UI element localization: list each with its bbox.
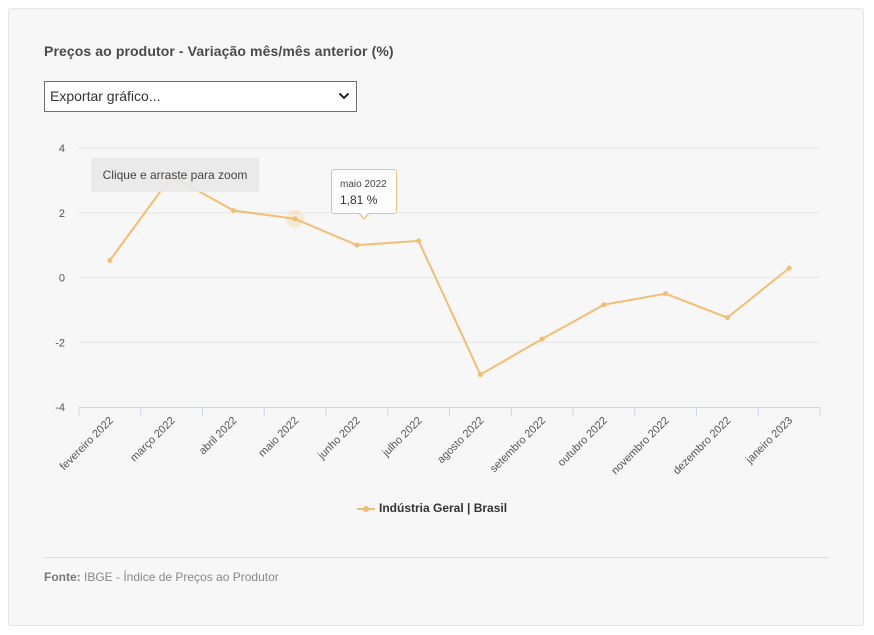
x-tick-label: fevereiro 2022 xyxy=(58,415,116,473)
data-point[interactable] xyxy=(292,216,298,222)
data-point[interactable] xyxy=(107,257,113,263)
y-tick-label: -2 xyxy=(55,337,65,349)
data-point[interactable] xyxy=(354,242,360,248)
y-tick-label: 0 xyxy=(59,273,65,285)
series-line xyxy=(109,175,790,376)
data-point[interactable] xyxy=(663,291,669,297)
source-text: IBGE - Índice de Preços ao Produtor xyxy=(84,570,279,584)
legend-item[interactable]: Indústria Geral | Brasil xyxy=(357,499,507,517)
x-tick-label: agosto 2022 xyxy=(435,415,486,466)
x-tick-label: março 2022 xyxy=(128,415,178,465)
x-tick-label: dezembro 2022 xyxy=(671,415,734,478)
x-tick-label: outubro 2022 xyxy=(556,415,610,469)
tooltip-label: maio 2022 xyxy=(340,179,387,190)
divider xyxy=(44,557,829,558)
legend-line-marker-icon xyxy=(357,505,375,513)
x-tick-label: maio 2022 xyxy=(256,415,301,460)
legend-label: Indústria Geral | Brasil xyxy=(379,501,508,515)
data-tooltip: maio 2022 1,81 % xyxy=(331,169,397,220)
x-tick-label: janeiro 2023 xyxy=(743,415,795,467)
x-tick-label: julho 2022 xyxy=(380,415,425,460)
y-tick-label: -4 xyxy=(55,402,65,414)
x-tick-label: setembro 2022 xyxy=(488,415,548,475)
data-point[interactable] xyxy=(539,336,545,342)
data-point[interactable] xyxy=(230,207,236,213)
zoom-hint: Clique e arraste para zoom xyxy=(91,158,259,192)
data-point[interactable] xyxy=(601,302,607,308)
source-note: Fonte: IBGE - Índice de Preços ao Produt… xyxy=(44,570,279,584)
source-label: Fonte: xyxy=(44,570,81,584)
y-tick-label: 2 xyxy=(59,208,65,220)
tooltip-arrow-fill xyxy=(359,212,369,218)
chevron-down-icon xyxy=(338,92,350,100)
x-tick-label: novembro 2022 xyxy=(609,415,672,478)
x-tick-label: junho 2022 xyxy=(315,415,363,463)
y-tick-label: 4 xyxy=(59,143,65,155)
data-point[interactable] xyxy=(786,265,792,271)
x-tick-label: abril 2022 xyxy=(197,415,240,458)
export-select-value: Exportar gráfico... xyxy=(50,88,161,104)
data-point[interactable] xyxy=(724,315,730,321)
tooltip-value: 1,81 % xyxy=(340,193,378,207)
data-point[interactable] xyxy=(416,238,422,244)
chart-title: Preços ao produtor - Variação mês/mês an… xyxy=(44,43,394,59)
export-chart-select[interactable]: Exportar gráfico... xyxy=(44,81,357,112)
data-point[interactable] xyxy=(477,372,483,378)
